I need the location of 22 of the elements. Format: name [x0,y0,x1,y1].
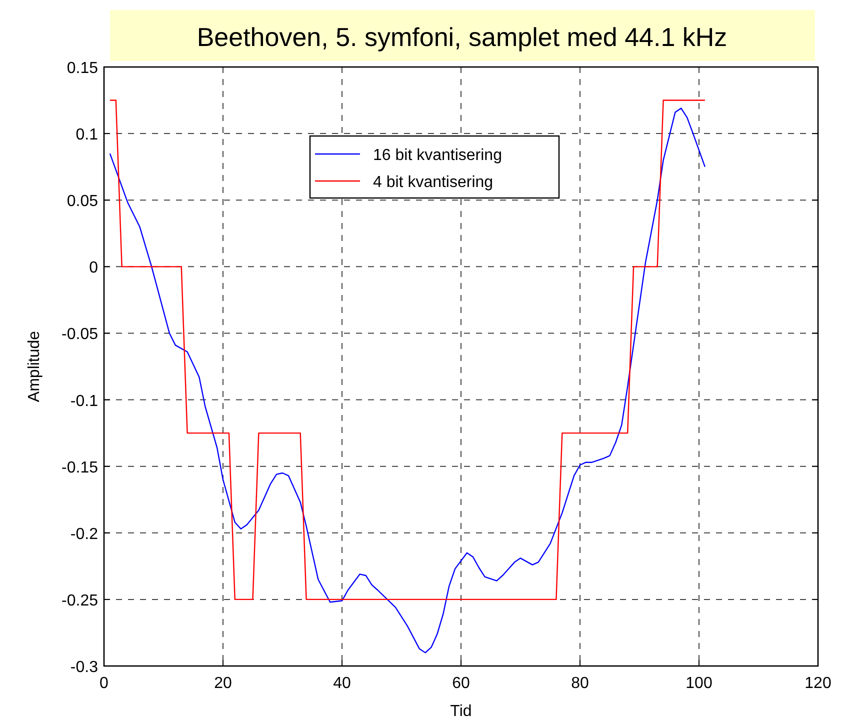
y-axis-title: Amplitude [26,330,43,402]
x-tick-label: 80 [571,675,589,692]
x-tick-label: 20 [214,675,232,692]
x-tick-label: 0 [100,675,109,692]
y-tick-label: -0.3 [70,659,98,676]
y-tick-label: -0.1 [70,392,98,410]
legend-label: 16 bit kvantisering [373,147,502,164]
y-tick-label: -0.2 [70,526,98,543]
y-tick-label: 0.1 [76,126,98,144]
y-tick-label: -0.15 [62,459,98,476]
x-axis-title: Tid [450,703,472,720]
y-tick-label: 0.05 [66,193,98,210]
y-tick-label: 0 [89,260,98,277]
x-tick-label: 40 [333,675,351,692]
y-tick-label: -0.25 [62,592,98,610]
x-tick-label: 60 [452,675,470,692]
x-tick-label: 100 [686,675,712,692]
y-tick-label: 0.15 [66,60,98,77]
chart-title: Beethoven, 5. symfoni, samplet med 44.1 kHz [196,22,728,52]
legend-label: 4 bit kvantisering [373,174,494,191]
x-tick-label: 120 [804,675,832,692]
y-tick-label: -0.05 [62,326,98,344]
